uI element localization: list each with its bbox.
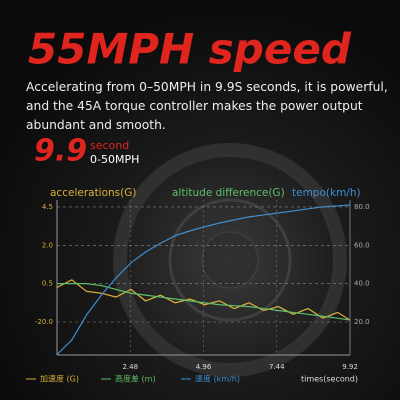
x-tick-label: 4.96 xyxy=(196,363,212,371)
x-tick-label: 7.44 xyxy=(269,363,285,371)
series-line xyxy=(56,279,351,321)
y-tick-label: -20.0 xyxy=(35,318,53,326)
y2-tick-label: 40.0 xyxy=(354,280,370,288)
series-line xyxy=(57,283,351,321)
y-tick-label: 0.5 xyxy=(42,280,53,288)
y-tick-label: 4.5 xyxy=(42,203,53,211)
badge-value: 9.9 xyxy=(34,134,87,169)
legend-label: 高度差 (m) xyxy=(115,374,156,384)
legend-label: 速度 (km/h) xyxy=(195,374,240,384)
legend-label: accelerations(G) xyxy=(50,187,136,199)
rotor-decoration xyxy=(113,143,347,377)
x-axis-label: times(second) xyxy=(301,375,358,384)
y2-tick-label: 20.0 xyxy=(354,318,370,326)
x-tick-label: 9.92 xyxy=(342,363,358,371)
legend-label: 加速度 (G) xyxy=(40,374,79,384)
y-tick-label: 2.0 xyxy=(42,241,53,249)
description: Accelerating from 0–50MPH in 9.9S second… xyxy=(26,80,388,132)
y2-tick-label: 80.0 xyxy=(354,203,370,211)
legend-label: altitude difference(G) xyxy=(172,187,285,199)
badge-range: 0-50MPH xyxy=(90,153,139,166)
series-line xyxy=(56,204,351,356)
title: 55MPH speed xyxy=(28,25,352,74)
legend-label: tempo(km/h) xyxy=(292,187,361,199)
badge-unit: second xyxy=(90,139,129,152)
y2-tick-label: 60.0 xyxy=(354,241,370,249)
x-tick-label: 2.48 xyxy=(122,363,138,371)
